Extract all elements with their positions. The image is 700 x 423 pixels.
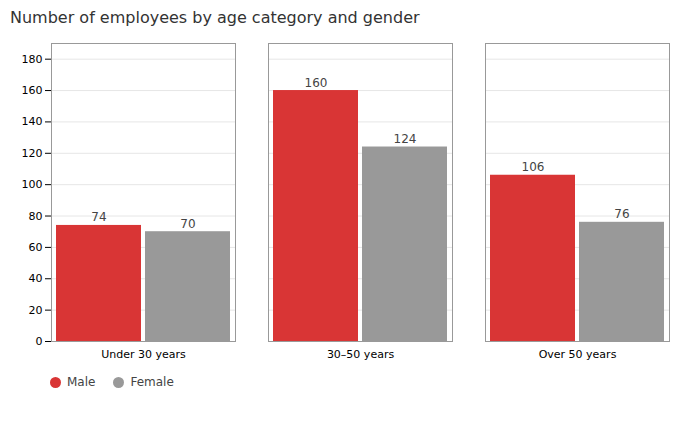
svg-text:80: 80 bbox=[29, 210, 43, 223]
svg-text:70: 70 bbox=[180, 217, 195, 231]
svg-text:120: 120 bbox=[22, 147, 43, 160]
svg-text:106: 106 bbox=[522, 160, 545, 174]
svg-text:76: 76 bbox=[614, 207, 629, 221]
svg-text:140: 140 bbox=[22, 115, 43, 128]
svg-text:30–50 years: 30–50 years bbox=[327, 348, 395, 361]
svg-text:20: 20 bbox=[29, 304, 43, 317]
svg-text:160: 160 bbox=[305, 76, 328, 90]
svg-text:74: 74 bbox=[91, 210, 106, 224]
svg-text:100: 100 bbox=[22, 178, 43, 191]
svg-text:Under 30 years: Under 30 years bbox=[101, 348, 186, 361]
html-text:Number of employees by age cat: Number of employees by age category and … bbox=[10, 8, 420, 27]
svg-text:Over 50 years: Over 50 years bbox=[539, 348, 617, 361]
svg-text:160: 160 bbox=[22, 84, 43, 97]
svg-text:40: 40 bbox=[29, 272, 43, 285]
svg-text:60: 60 bbox=[29, 241, 43, 254]
svg-text:0: 0 bbox=[36, 335, 43, 348]
html-text:Female: Female bbox=[130, 375, 174, 389]
html-text:Male: Male bbox=[67, 375, 96, 389]
svg-text:124: 124 bbox=[394, 132, 417, 146]
svg-text:180: 180 bbox=[22, 53, 43, 66]
